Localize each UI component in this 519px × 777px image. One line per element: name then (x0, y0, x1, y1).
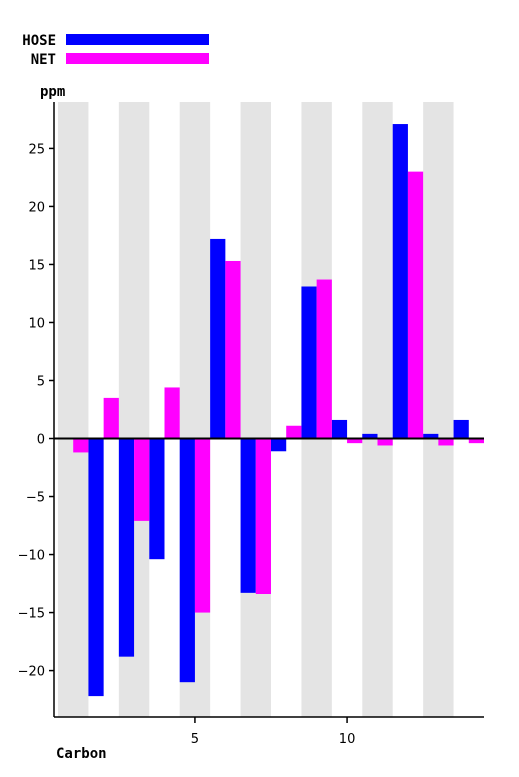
bar-net-14 (468, 438, 484, 444)
y-tick-label: −5 (26, 491, 45, 506)
bar-hose-8 (271, 438, 287, 452)
y-tick-label: −15 (18, 607, 45, 622)
bar-net-7 (255, 438, 271, 594)
axes: −20 −15 −10 −5 0 5 10 15 20 25 5 10 (18, 102, 484, 747)
bar-net-4 (164, 387, 180, 439)
bar-net-13 (438, 438, 454, 446)
column-band-1 (58, 102, 89, 717)
y-tick-label: 15 (28, 258, 45, 273)
column-band-13 (423, 102, 454, 717)
y-tick-label: 25 (28, 142, 45, 157)
bar-net-3 (134, 438, 150, 521)
bar-hose-9 (301, 286, 317, 439)
bar-net-8 (286, 425, 302, 439)
y-tick-label: −10 (18, 549, 45, 564)
column-band-7 (240, 102, 271, 717)
bar-hose-10 (331, 419, 348, 439)
legend-swatch-hose (66, 34, 209, 45)
bars (73, 124, 484, 697)
bar-hose-14 (453, 419, 469, 439)
legend-label-hose: HOSE (22, 33, 56, 49)
y-tick-label: 0 (37, 433, 45, 448)
y-tick-label: 10 (28, 316, 45, 331)
legend-swatch-net (66, 53, 209, 64)
legend-label-net: NET (31, 52, 56, 68)
bar-net-9 (316, 279, 332, 439)
column-band-11 (362, 102, 393, 717)
bar-hose-2 (88, 438, 104, 697)
y-axis-title: ppm (40, 84, 65, 100)
bar-hose-12 (392, 124, 408, 439)
bar-hose-13 (423, 433, 439, 439)
y-tick-label: −20 (18, 665, 45, 680)
x-tick-label: 5 (191, 732, 199, 747)
y-tick-label: 5 (37, 374, 45, 389)
legend: HOSE NET (22, 33, 209, 68)
bar-net-6 (225, 260, 241, 439)
bar-net-11 (377, 438, 393, 446)
bar-net-12 (407, 171, 424, 439)
bar-hose-6 (210, 238, 226, 439)
bar-net-1 (73, 438, 89, 453)
x-tick-label: 10 (339, 732, 356, 747)
bar-net-10 (347, 438, 363, 444)
bar-net-2 (103, 397, 119, 439)
bar-hose-11 (362, 433, 378, 439)
x-axis-title: Carbon (56, 746, 107, 762)
bar-hose-5 (179, 438, 195, 683)
y-tick-label: 20 (28, 200, 45, 215)
bar-hose-7 (240, 438, 256, 593)
bar-hose-4 (149, 438, 165, 560)
bar-hose-3 (118, 438, 135, 657)
bar-net-5 (194, 438, 211, 613)
